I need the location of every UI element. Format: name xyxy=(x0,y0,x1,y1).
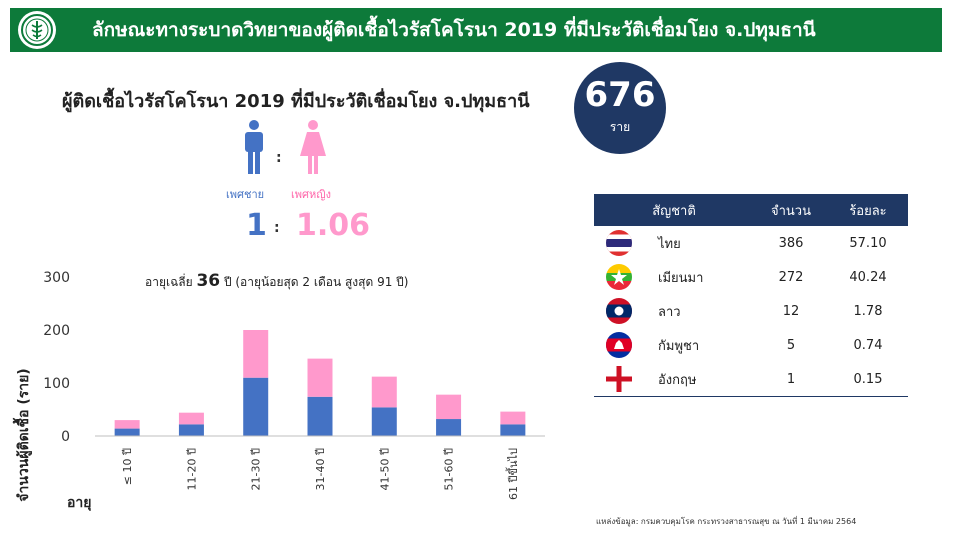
header-banner: ลักษณะทางระบาดวิทยาของผู้ติดเชื้อไวรัสโค… xyxy=(10,8,942,52)
x-axis-label: อายุ xyxy=(67,495,91,511)
ratio-separator: : xyxy=(274,220,280,236)
bar-segment-2 xyxy=(178,412,204,425)
bar-segment-2 xyxy=(307,358,333,397)
source-note: แหล่งข้อมูล: กรมควบคุมโรค กระทรวงสาธารณส… xyxy=(596,517,857,526)
gender-icon-separator: : xyxy=(276,150,282,166)
header-percent: ร้อยละ xyxy=(849,203,887,219)
x-tick-label: 31-40 ปี xyxy=(314,448,327,490)
age-bar-chart: อายุเฉลี่ย 36 ปี (อายุน้อยสุด 2 เดือน สู… xyxy=(12,270,545,511)
female-ratio: 1.06 xyxy=(296,208,371,243)
y-axis-label: จำนวนผู้ติดเชื้อ (ราย) xyxy=(12,368,32,501)
nationality-name: เมียนมา xyxy=(658,270,704,286)
table-row: ลาว 12 1.78 xyxy=(594,294,908,328)
y-tick-label: 200 xyxy=(43,323,70,339)
bar-segment-1 xyxy=(114,428,140,436)
total-badge: 676 ราย xyxy=(574,62,666,154)
nationality-count: 386 xyxy=(778,235,804,251)
chart-title: อายุเฉลี่ย 36 ปี (อายุน้อยสุด 2 เดือน สู… xyxy=(145,271,408,291)
nationality-percent: 40.24 xyxy=(849,269,887,285)
nationality-table: สัญชาติ จำนวน ร้อยละ ไทย 386 57.10 เมียน… xyxy=(594,194,908,397)
england-flag-icon xyxy=(606,366,632,392)
bar-segment-1 xyxy=(243,377,269,436)
male-ratio: 1 xyxy=(246,208,267,243)
nationality-percent: 1.78 xyxy=(853,303,883,319)
laos-flag-icon xyxy=(606,298,632,324)
x-tick-label: ≤ 10 ปี xyxy=(121,448,134,485)
nationality-count: 5 xyxy=(786,337,796,353)
nationality-count: 12 xyxy=(782,303,800,319)
x-tick-label: 11-20 ปี xyxy=(185,448,198,490)
x-tick-label: 21-30 ปี xyxy=(250,448,263,490)
ddc-logo-icon xyxy=(18,11,56,49)
nationality-name: ไทย xyxy=(658,236,681,252)
nationality-name: อังกฤษ xyxy=(658,372,697,388)
total-value: 676 xyxy=(584,75,656,115)
table-row: ไทย 386 57.10 xyxy=(594,226,908,260)
male-label: เพศชาย xyxy=(226,188,265,201)
nationality-name: ลาว xyxy=(658,304,681,320)
x-tick-label: 51-60 ปี xyxy=(443,448,456,490)
nationality-percent: 0.74 xyxy=(853,337,883,353)
table-bottom-rule xyxy=(594,396,908,397)
cambodia-flag-icon xyxy=(606,332,632,358)
female-label: เพศหญิง xyxy=(291,188,331,201)
y-tick-label: 0 xyxy=(61,429,70,445)
female-icon xyxy=(299,120,327,178)
x-tick-label: 41-50 ปี xyxy=(378,448,391,490)
table-row: เมียนมา 272 40.24 xyxy=(594,260,908,294)
bar-segment-1 xyxy=(307,396,333,436)
chart-title-value: 36 xyxy=(196,271,220,291)
nationality-count: 272 xyxy=(778,269,804,285)
bar-segment-2 xyxy=(243,330,269,378)
thailand-flag-icon xyxy=(606,230,632,256)
bar-segment-1 xyxy=(178,424,204,436)
male-icon xyxy=(241,120,267,178)
nationality-percent: 0.15 xyxy=(853,371,883,387)
table-row: กัมพูชา 5 0.74 xyxy=(594,328,908,362)
bar-segment-1 xyxy=(436,419,462,436)
y-tick-label: 300 xyxy=(43,270,70,286)
bar-segment-1 xyxy=(500,424,526,436)
bar-segment-2 xyxy=(436,394,462,420)
header-count: จำนวน xyxy=(771,203,811,219)
y-tick-label: 100 xyxy=(43,376,70,392)
headline: ผู้ติดเชื้อไวรัสโคโรนา 2019 ที่มีประวัติ… xyxy=(62,91,530,112)
nationality-percent: 57.10 xyxy=(849,235,887,251)
nationality-table-header: สัญชาติ จำนวน ร้อยละ xyxy=(594,194,908,226)
table-row: อังกฤษ 1 0.15 xyxy=(594,362,908,396)
header-title: ลักษณะทางระบาดวิทยาของผู้ติดเชื้อไวรัสโค… xyxy=(92,19,816,41)
total-unit: ราย xyxy=(609,120,631,134)
bar-segment-2 xyxy=(500,411,526,425)
bar-segment-2 xyxy=(371,376,397,408)
bar-segment-2 xyxy=(114,420,140,429)
x-tick-label: 61 ปีขึ้นไป xyxy=(505,448,520,500)
myanmar-flag-icon xyxy=(606,264,632,290)
bar-segment-1 xyxy=(371,407,397,436)
nationality-count: 1 xyxy=(786,371,796,387)
header-nationality: สัญชาติ xyxy=(652,203,696,219)
nationality-name: กัมพูชา xyxy=(658,338,700,354)
